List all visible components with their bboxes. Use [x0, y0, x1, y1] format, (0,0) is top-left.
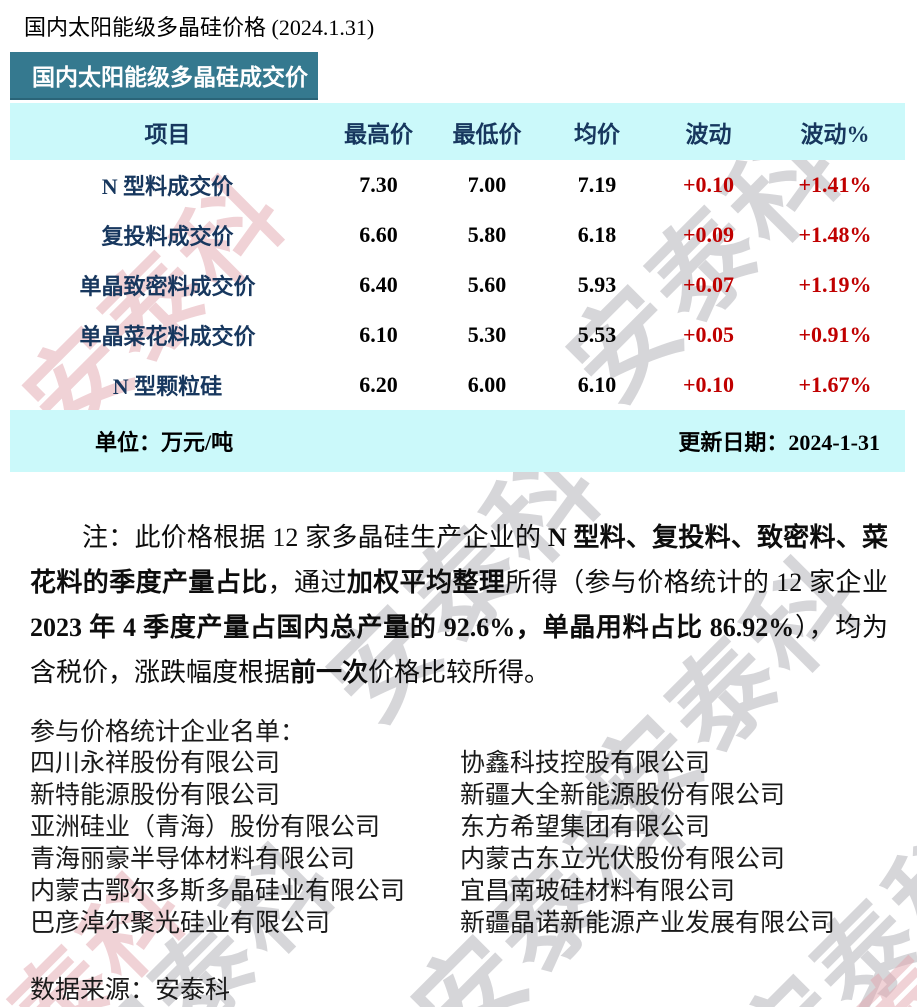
unit-label: 单位：万元/吨	[95, 430, 234, 455]
change-pct-value: +1.19%	[798, 272, 872, 297]
column-header: 波动	[685, 121, 732, 147]
row-label: N 型颗粒硅	[112, 374, 223, 399]
change-pct-value: +1.48%	[798, 222, 872, 247]
change-value: +0.05	[682, 322, 735, 347]
company-name: 内蒙古东立光伏股份有限公司	[460, 846, 786, 873]
avg-price-value: 5.53	[577, 322, 617, 347]
note-segment: 所得（参与价格统计的 12 家企业	[505, 568, 888, 597]
company-name: 协鑫科技控股有限公司	[460, 750, 711, 777]
table-row: 单晶致密料成交价 6.40 5.60 5.93 +0.07 +1.19%	[10, 260, 905, 310]
update-date-label: 更新日期：2024-1-31	[678, 430, 880, 455]
table-body: N 型料成交价 7.30 7.00 7.19 +0.10 +1.41% 复投料成交价 6.60…	[10, 160, 905, 410]
table-row: N 型料成交价 7.30 7.00 7.19 +0.10 +1.41%	[10, 160, 905, 210]
change-pct-value: +1.41%	[798, 172, 872, 197]
note-segment: 价格比较所得。	[368, 658, 551, 687]
data-source: 数据来源：安泰科	[30, 977, 231, 1004]
low-price-value: 5.60	[467, 272, 507, 297]
change-pct-value: +1.67%	[798, 372, 872, 397]
company-name: 新特能源股份有限公司	[30, 782, 281, 809]
company-list: 四川永祥股份有限公司 协鑫科技控股有限公司新特能源股份有限公司 新疆大全新能源股份有…	[30, 748, 910, 940]
note-segment: 注：此价格根据 12 家多晶硅生产企业的	[82, 523, 548, 552]
table-row: 单晶菜花料成交价 6.10 5.30 5.53 +0.05 +0.91%	[10, 310, 905, 360]
company-name: 新疆大全新能源股份有限公司	[460, 782, 786, 809]
section-badge: 国内太阳能级多晶硅成交价	[10, 52, 318, 100]
note-segment: ，通过	[267, 568, 347, 597]
note-paragraph: 注：此价格根据 12 家多晶硅生产企业的 N 型料、复投料、致密料、菜花料的季度…	[30, 515, 888, 695]
company-name: 东方希望集团有限公司	[460, 814, 711, 841]
change-value: +0.07	[682, 272, 735, 297]
high-price-value: 6.10	[359, 322, 398, 347]
avg-price-value: 5.93	[577, 272, 617, 297]
table-row: N 型颗粒硅 6.20 6.00 6.10 +0.10 +1.67%	[10, 360, 905, 410]
company-name: 新疆晶诺新能源产业发展有限公司	[460, 910, 836, 937]
note-segment: ），均为含税价，涨跌幅度根据	[30, 613, 888, 687]
column-header: 项目	[144, 121, 191, 147]
change-pct-value: +0.91%	[798, 322, 872, 347]
low-price-value: 6.00	[467, 372, 507, 397]
company-name: 亚洲硅业（青海）股份有限公司	[30, 814, 381, 841]
low-price-value: 7.00	[467, 172, 507, 197]
high-price-value: 6.20	[359, 372, 398, 397]
change-value: +0.10	[682, 372, 735, 397]
company-name: 四川永祥股份有限公司	[30, 750, 281, 777]
companies-heading: 参与价格统计企业名单：	[30, 719, 306, 746]
high-price-value: 6.40	[359, 272, 398, 297]
note-bold-segment: 前一次	[290, 658, 369, 687]
note-bold-segment: 2023 年 4 季度产量占国内总产量的 92.6%，单晶用料占比 86.92%	[30, 613, 795, 642]
avg-price-value: 7.19	[577, 172, 617, 197]
table-header-row: 项目 最高价 最低价 均价 波动 波动%	[10, 103, 905, 160]
change-value: +0.10	[682, 172, 735, 197]
column-header: 波动%	[800, 121, 870, 147]
company-name: 青海丽豪半导体材料有限公司	[30, 846, 356, 873]
price-table: 项目 最高价 最低价 均价 波动 波动% N 型料成交价 7.30 7.00 7.19 +0.10…	[10, 103, 905, 472]
column-header: 最高价	[344, 121, 413, 147]
avg-price-value: 6.10	[577, 372, 617, 397]
low-price-value: 5.80	[467, 222, 507, 247]
high-price-value: 7.30	[359, 172, 398, 197]
column-header: 最低价	[452, 121, 522, 147]
company-name: 巴彦淖尔聚光硅业有限公司	[30, 910, 331, 937]
note-bold-segment: N 型料、复投料、致密料、菜花料的季度产量占比	[30, 523, 888, 597]
row-label: 单晶菜花料成交价	[79, 324, 256, 349]
table-row: 复投料成交价 6.60 5.80 6.18 +0.09 +1.48%	[10, 210, 905, 260]
page-title: 国内太阳能级多晶硅价格 (2024.1.31)	[24, 15, 375, 40]
high-price-value: 6.60	[359, 222, 398, 247]
note-bold-segment: 加权平均整理	[346, 568, 506, 597]
row-label: 单晶致密料成交价	[79, 274, 256, 299]
change-value: +0.09	[682, 222, 735, 247]
company-name: 宜昌南玻硅材料有限公司	[460, 878, 736, 905]
avg-price-value: 6.18	[577, 222, 617, 247]
row-label: 复投料成交价	[101, 224, 234, 249]
company-name: 内蒙古鄂尔多斯多晶硅业有限公司	[30, 878, 406, 905]
column-header: 均价	[574, 121, 620, 147]
low-price-value: 5.30	[467, 322, 507, 347]
table-footer-bar: 单位：万元/吨 更新日期：2024-1-31	[10, 410, 905, 472]
row-label: N 型料成交价	[101, 174, 234, 199]
